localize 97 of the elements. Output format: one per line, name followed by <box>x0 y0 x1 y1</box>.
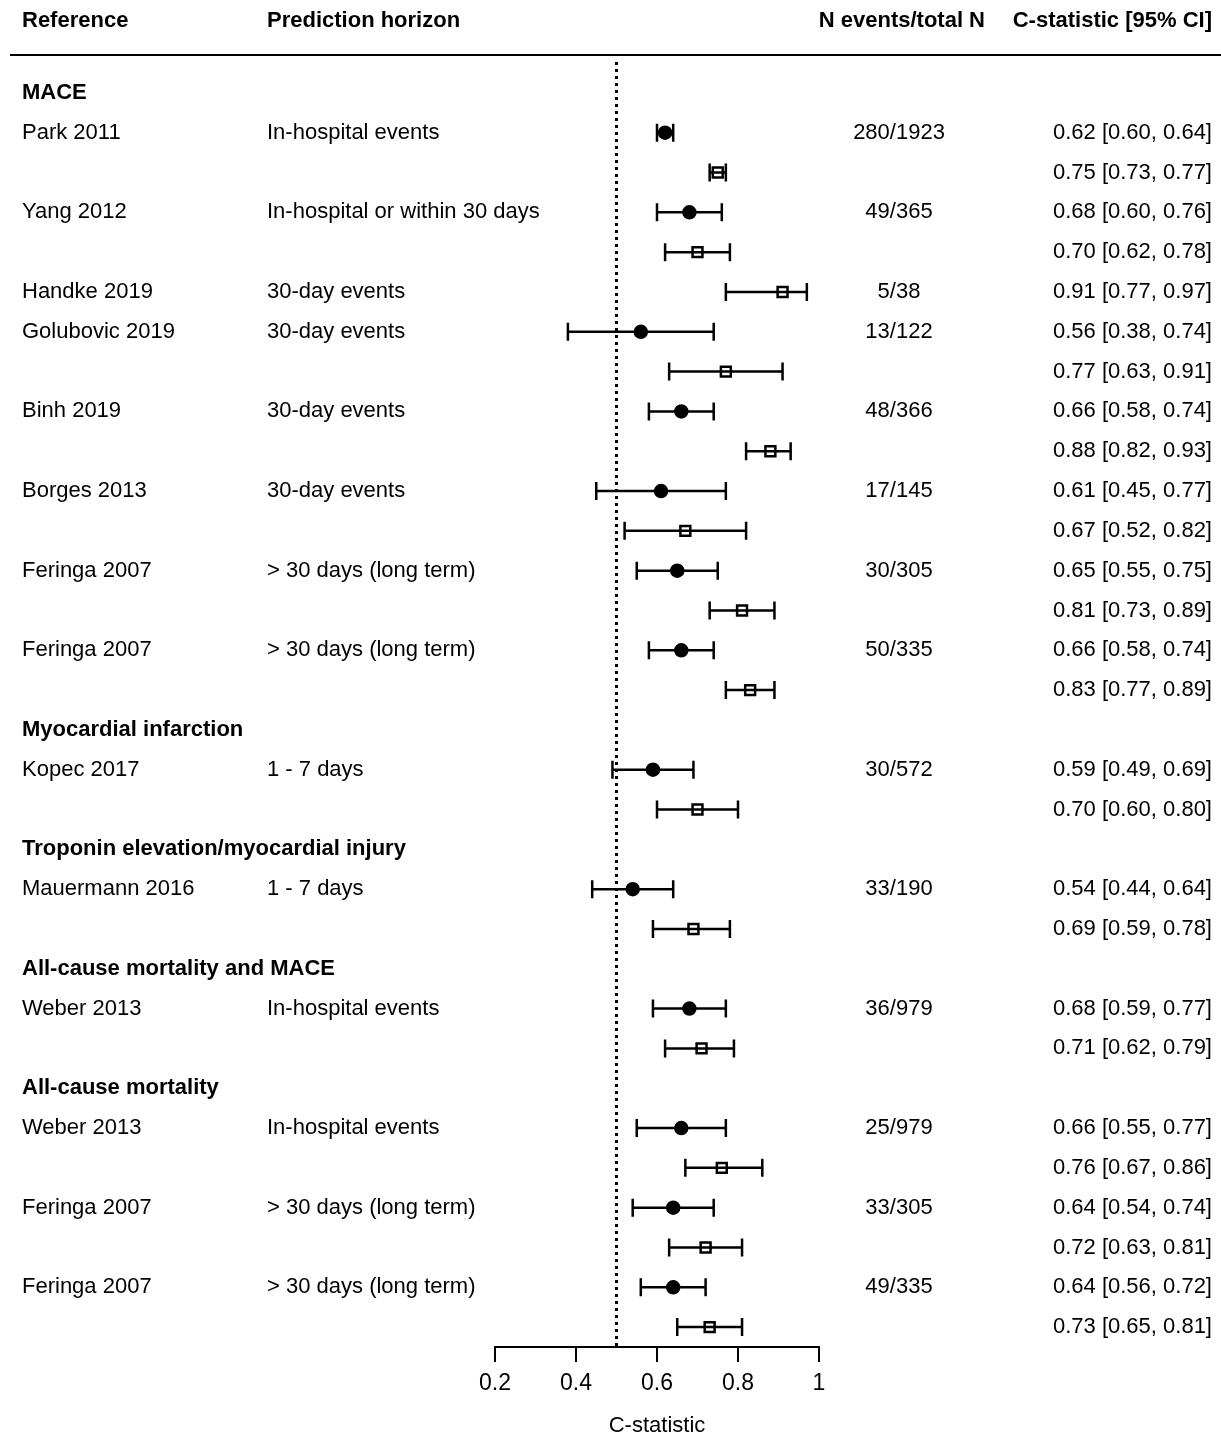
text: 0.54 [0.44, 0.64] <box>1052 875 1212 901</box>
text: 36/979 <box>865 994 933 1020</box>
text: 17/145 <box>865 477 933 503</box>
text: Reference <box>22 7 129 33</box>
text: 0.66 [0.55, 0.77] <box>1052 1114 1212 1140</box>
text: 0.70 [0.62, 0.78] <box>1052 238 1212 264</box>
text: > 30 days (long term) <box>267 1193 476 1219</box>
point <box>679 524 692 538</box>
text: 0.91 [0.77, 0.97] <box>1052 278 1212 304</box>
text: 5/38 <box>877 278 921 304</box>
x-axis-title: C-statistic <box>608 1411 706 1437</box>
text: 280/1923 <box>853 118 945 144</box>
x-tick-label: 0.4 <box>560 1369 593 1396</box>
text: 0.67 [0.52, 0.82] <box>1052 516 1212 542</box>
y-tick-label: Feringa 2007 <box>22 636 152 662</box>
point <box>743 683 757 697</box>
text: 0.75 [0.73, 0.77] <box>1052 158 1212 184</box>
point <box>776 285 789 299</box>
y-tick-label: Kopec 2017 <box>22 755 140 781</box>
y-tick-label: Borges 2013 <box>22 477 147 503</box>
y-tick-label: Weber 2013 <box>22 1114 142 1140</box>
y-tick-label: Handke 2019 <box>22 278 153 304</box>
point <box>715 1161 728 1175</box>
text: 49/335 <box>865 1273 933 1299</box>
text: 33/190 <box>865 875 933 901</box>
point <box>719 365 733 378</box>
text: 30/305 <box>865 556 933 582</box>
text: 0.62 [0.60, 0.64] <box>1052 118 1212 144</box>
y-tick-label: All-cause mortality <box>22 1074 220 1100</box>
point <box>699 1241 712 1254</box>
point <box>735 604 749 617</box>
text: 0.61 [0.45, 0.77] <box>1052 477 1212 503</box>
y-tick-label: Yang 2012 <box>22 198 127 224</box>
text: 0.88 [0.82, 0.93] <box>1052 437 1212 463</box>
text: 0.77 [0.63, 0.91] <box>1052 357 1212 383</box>
x-tick-label: 1 <box>812 1369 826 1396</box>
text: > 30 days (long term) <box>267 1273 476 1299</box>
point <box>764 445 777 458</box>
x-tick-label: 0.6 <box>641 1369 673 1396</box>
point <box>691 245 704 259</box>
y-tick-label: Golubovic 2019 <box>22 317 175 343</box>
text: Prediction horizon <box>267 7 461 33</box>
text: 30-day events <box>267 278 406 304</box>
text: 0.66 [0.58, 0.74] <box>1052 397 1212 423</box>
annotation: In-hospital or within 30 days <box>267 198 540 224</box>
y-tick-label: All-cause mortality and MACE <box>22 954 335 980</box>
text: 30-day events <box>267 477 406 503</box>
y-tick-label: Mauermann 2016 <box>22 875 195 901</box>
text: 49/365 <box>865 198 933 224</box>
text: > 30 days (long term) <box>267 556 476 582</box>
text: 0.81 [0.73, 0.89] <box>1052 596 1212 622</box>
x-tick-label: 0.8 <box>722 1369 754 1396</box>
text: 30-day events <box>267 317 406 343</box>
text: In-hospital events <box>267 118 440 144</box>
text: 48/366 <box>865 397 933 423</box>
text: 0.56 [0.38, 0.74] <box>1052 317 1212 343</box>
text: 0.65 [0.55, 0.75] <box>1052 556 1212 582</box>
text: 0.59 [0.49, 0.69] <box>1052 755 1212 781</box>
y-tick-label: Weber 2013 <box>22 994 142 1020</box>
point <box>691 803 704 816</box>
text: 0.66 [0.58, 0.74] <box>1052 636 1212 662</box>
text: 13/122 <box>865 317 933 343</box>
point <box>703 1320 716 1334</box>
point <box>687 922 700 936</box>
y-tick-label: MACE <box>22 78 87 104</box>
y-tick-label: Myocardial infarction <box>22 715 244 741</box>
y-tick-label: Park 2011 <box>22 118 121 144</box>
text: 0.71 [0.62, 0.79] <box>1052 1034 1212 1060</box>
text: 1 - 7 days <box>267 875 364 901</box>
text: 33/305 <box>865 1193 933 1219</box>
text: 30-day events <box>267 397 406 423</box>
y-tick-label: Troponin elevation/myocardial injury <box>22 835 407 861</box>
text: 30/572 <box>865 755 933 781</box>
y-tick-label: Feringa 2007 <box>22 1273 152 1299</box>
y-tick-label: Binh 2019 <box>22 397 122 423</box>
text: 0.69 [0.59, 0.78] <box>1052 915 1212 941</box>
point <box>695 1042 708 1055</box>
text: 0.64 [0.54, 0.74] <box>1052 1193 1212 1219</box>
text: 0.68 [0.59, 0.77] <box>1052 994 1212 1020</box>
text: 25/979 <box>865 1114 933 1140</box>
text: 0.72 [0.63, 0.81] <box>1052 1233 1212 1259</box>
text: In-hospital events <box>267 994 440 1020</box>
text: 0.68 [0.60, 0.76] <box>1052 198 1212 224</box>
text: 0.70 [0.60, 0.80] <box>1052 795 1212 821</box>
y-tick-label: Feringa 2007 <box>22 1193 152 1219</box>
text: 0.64 [0.56, 0.72] <box>1052 1273 1212 1299</box>
text: > 30 days (long term) <box>267 636 476 662</box>
text: 0.76 [0.67, 0.86] <box>1052 1153 1212 1179</box>
text: 1 - 7 days <box>267 755 364 781</box>
text: In-hospital events <box>267 1114 440 1140</box>
text: 50/335 <box>865 636 933 662</box>
x-tick-label: 0.2 <box>479 1369 511 1396</box>
text: 0.73 [0.65, 0.81] <box>1052 1313 1212 1339</box>
text: N events/total N <box>818 7 985 33</box>
text: C-statistic [95% CI] <box>1012 7 1212 33</box>
text: 0.83 [0.77, 0.89] <box>1052 676 1212 702</box>
y-tick-label: Feringa 2007 <box>22 556 152 582</box>
